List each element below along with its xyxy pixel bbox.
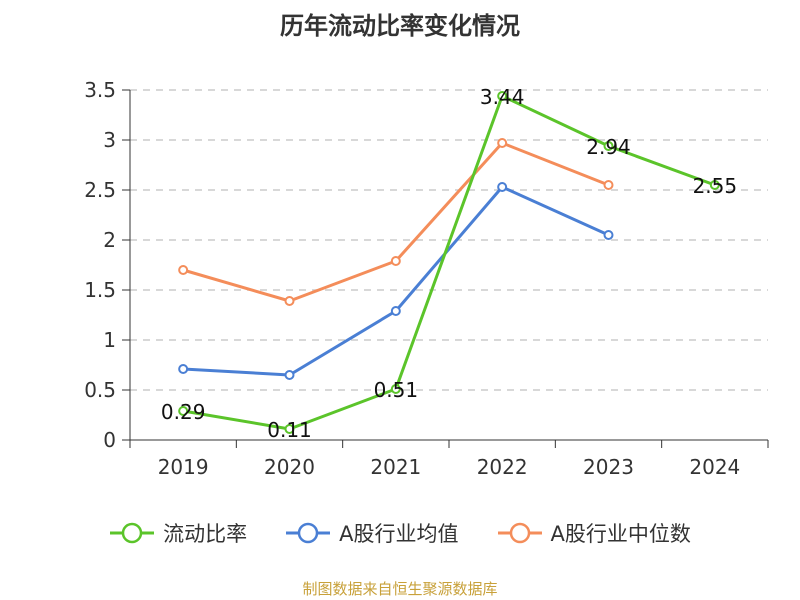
data-point	[390, 384, 401, 394]
y-tick-label: 3.5	[84, 78, 116, 102]
y-tick-label: 2	[103, 228, 116, 252]
data-point	[603, 230, 614, 240]
data-label: 0.11	[267, 418, 312, 442]
series-line-1	[183, 185, 610, 377]
legend-line-circle-icon	[286, 522, 331, 544]
data-point	[284, 424, 295, 434]
data-point	[178, 406, 189, 416]
data-labels: 0.29 0.11 0.51 3.44 2.94 2.55	[161, 85, 737, 442]
chart-title: 历年流动比率变化情况	[280, 12, 520, 40]
data-label: 0.29	[161, 400, 206, 424]
y-tick-label: 1	[103, 328, 116, 352]
data-point	[284, 370, 295, 380]
legend-line-circle-icon	[110, 522, 155, 544]
legend-circle	[509, 522, 530, 544]
series-line-2	[182, 141, 610, 303]
legend-item[interactable]: 流动比率	[109, 518, 247, 548]
data-label: 0.51	[374, 378, 419, 402]
data-point	[178, 364, 189, 374]
legend-label: A股行业中位数	[550, 522, 691, 546]
x-tick-label: 2024	[689, 455, 740, 479]
data-point	[603, 180, 614, 190]
data-point	[390, 306, 401, 316]
legend-circle	[297, 522, 319, 544]
data-point	[497, 182, 508, 192]
y-tick-label: 0.5	[84, 378, 116, 402]
data-point	[390, 256, 401, 266]
x-tick-label: 2020	[264, 455, 315, 479]
data-point	[497, 138, 508, 148]
x-tick-label: 2023	[583, 455, 634, 479]
legend-item[interactable]: A股行业均值	[285, 518, 459, 548]
y-tick-label: 2.5	[84, 178, 116, 202]
series-lines	[178, 91, 720, 434]
y-tick-label: 3	[103, 128, 116, 152]
legend-line-circle-icon	[497, 522, 542, 544]
data-point	[497, 91, 508, 101]
data-source-note: 制图数据来自恒生聚源数据库	[302, 580, 498, 598]
series-line-0	[182, 94, 716, 431]
legend: 流动比率 A股行业均值 A股行业中位数	[0, 518, 800, 548]
y-tick-label: 0	[103, 428, 116, 452]
legend-item[interactable]: A股行业中位数	[497, 518, 691, 548]
data-point	[178, 265, 189, 275]
x-tick-label: 2022	[477, 455, 528, 479]
data-point	[603, 141, 614, 151]
legend-label: 流动比率	[163, 522, 248, 546]
data-point	[284, 296, 295, 306]
data-label: 2.94	[586, 135, 631, 159]
data-point	[709, 180, 720, 190]
legend-label: A股行业均值	[339, 522, 459, 546]
data-label: 2.55	[693, 174, 738, 198]
legend-circle	[121, 522, 143, 544]
x-tick-label: 2019	[158, 455, 209, 479]
x-tick-label: 2021	[370, 455, 421, 479]
data-label: 3.44	[480, 85, 525, 109]
y-tick-label: 1.5	[84, 278, 116, 302]
